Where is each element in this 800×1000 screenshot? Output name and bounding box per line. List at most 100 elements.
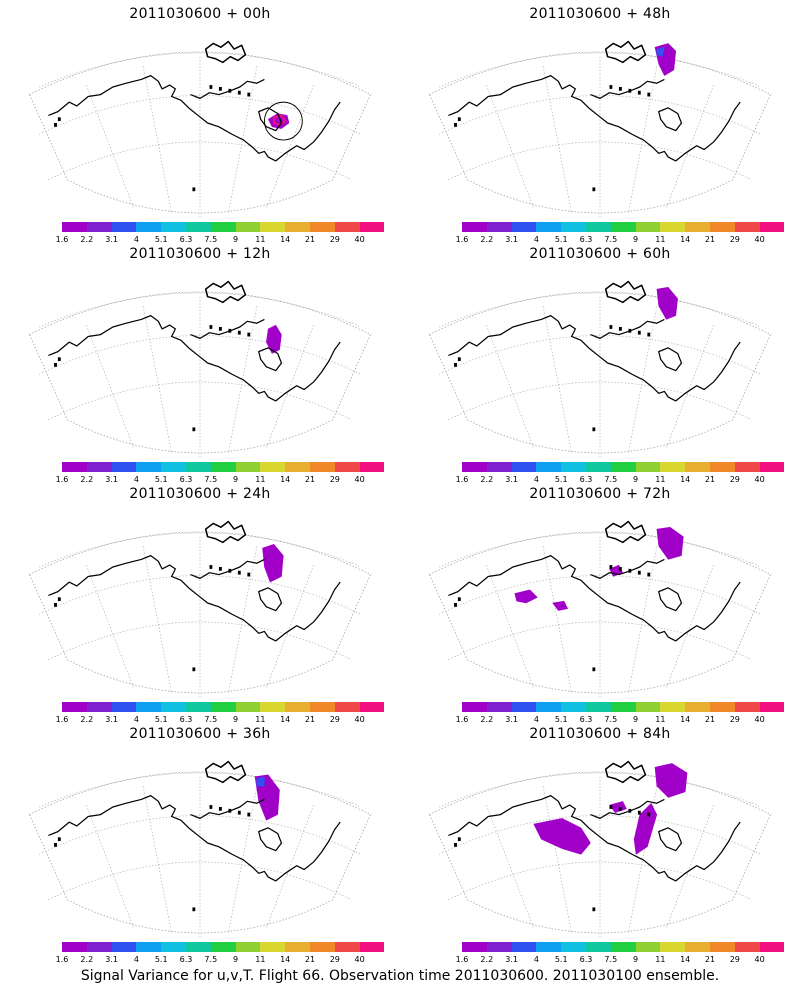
coastline xyxy=(190,558,265,579)
colorbar-label: 11 xyxy=(655,475,666,484)
graticule-line xyxy=(38,815,362,855)
colorbar-label: 11 xyxy=(655,715,666,724)
graticule-line xyxy=(666,564,714,689)
colorbar xyxy=(462,462,785,472)
colorbar-labels: 1.6 2.2 3.1 4 5.1 6.3 7.5 9 11 14 21 29 40 xyxy=(456,955,765,965)
coastline xyxy=(204,40,247,64)
graticule-line xyxy=(38,52,362,88)
small-island xyxy=(218,87,222,91)
graticule-line xyxy=(142,66,172,214)
colorbar-label: 2.2 xyxy=(80,715,94,724)
variance-contour xyxy=(656,526,684,560)
colorbar-swatch xyxy=(734,942,760,952)
map-boundary xyxy=(28,51,372,214)
colorbar-swatch xyxy=(136,462,162,472)
colorbar-label: 7.5 xyxy=(204,475,218,484)
graticule-line xyxy=(86,324,134,449)
colorbar-label: 29 xyxy=(329,955,340,964)
colorbar-swatch xyxy=(309,942,335,952)
colorbar-swatch xyxy=(734,462,760,472)
small-island xyxy=(192,907,196,912)
graticule-line xyxy=(448,861,752,901)
colorbar-label: 4 xyxy=(133,955,139,964)
panel-title: 2011030600 + 72h xyxy=(529,486,671,502)
colorbar-label: 6.3 xyxy=(579,955,593,964)
colorbar-label: 21 xyxy=(304,475,316,484)
colorbar-swatch xyxy=(285,702,310,712)
colorbar-swatch xyxy=(511,702,537,712)
colorbar-label: 21 xyxy=(704,475,716,484)
variance-contour xyxy=(656,286,678,320)
small-island xyxy=(57,117,61,122)
small-island xyxy=(54,843,57,847)
graticule-line xyxy=(266,324,314,449)
coastline xyxy=(258,107,283,132)
colorbar-swatch xyxy=(111,702,137,712)
small-island xyxy=(628,328,632,333)
colorbar-swatch xyxy=(260,222,286,232)
colorbar-label: 4 xyxy=(133,715,139,724)
map-panel: 2011030600 + 60h 1.6 2.2 3.1 4 5.1 6.3 7.5 9 11 14… xyxy=(400,240,800,484)
colorbar-label: 9 xyxy=(633,235,639,244)
map-boundary xyxy=(28,291,372,454)
graticule-line xyxy=(542,66,572,214)
colorbar-label: 14 xyxy=(280,475,291,484)
colorbar-label: 5.1 xyxy=(554,235,568,244)
colorbar-label: 21 xyxy=(704,715,716,724)
polar-map xyxy=(28,280,372,458)
variance-contour xyxy=(633,802,658,855)
coastline xyxy=(448,75,741,162)
colorbar-swatch xyxy=(62,942,87,952)
colorbar-label: 6.3 xyxy=(179,715,193,724)
small-island xyxy=(609,565,613,569)
colorbar-label: 5.1 xyxy=(154,715,168,724)
colorbar-swatch xyxy=(161,222,186,232)
colorbar-swatch xyxy=(185,702,211,712)
small-island xyxy=(54,603,57,607)
polar-map xyxy=(28,40,372,218)
coastline xyxy=(48,315,341,402)
colorbar-label: 1.6 xyxy=(455,475,469,484)
colorbar-label: 2.2 xyxy=(80,475,94,484)
colorbar-swatch xyxy=(210,942,236,952)
graticule-line xyxy=(666,84,714,209)
graticule-line xyxy=(142,786,172,934)
coastline xyxy=(658,827,683,852)
variance-contour xyxy=(609,801,627,813)
small-island xyxy=(218,567,222,571)
small-island xyxy=(454,843,457,847)
colorbar-label: 14 xyxy=(680,955,691,964)
small-island xyxy=(647,572,651,577)
coastline xyxy=(590,558,665,579)
colorbar-swatch xyxy=(235,702,261,712)
colorbar-swatch xyxy=(235,222,261,232)
colorbar-swatch xyxy=(462,942,487,952)
coastline xyxy=(48,795,341,882)
coastline xyxy=(658,587,683,612)
colorbar-swatch xyxy=(635,462,661,472)
colorbar-swatch xyxy=(585,462,611,472)
small-island xyxy=(637,570,641,575)
colorbar-label: 7.5 xyxy=(604,955,618,964)
small-island xyxy=(637,810,641,815)
colorbar-swatch xyxy=(685,222,710,232)
colorbar-label: 6.3 xyxy=(579,715,593,724)
graticule-line xyxy=(486,324,534,449)
small-island xyxy=(209,85,213,89)
colorbar-label: 3.1 xyxy=(105,955,118,964)
colorbar-label: 2.2 xyxy=(480,235,494,244)
graticule-line xyxy=(86,804,134,929)
colorbar-label: 3.1 xyxy=(105,715,118,724)
colorbar xyxy=(462,942,785,952)
colorbar-label: 2.2 xyxy=(480,715,494,724)
colorbar-swatch xyxy=(309,222,335,232)
colorbar-label: 21 xyxy=(304,955,316,964)
colorbar-swatch xyxy=(685,462,710,472)
small-island xyxy=(237,570,241,575)
colorbar-swatch xyxy=(685,942,710,952)
variance-contour xyxy=(256,776,265,787)
colorbar-swatch xyxy=(610,702,636,712)
small-island xyxy=(637,90,641,95)
colorbar-label: 21 xyxy=(704,235,716,244)
colorbar-swatch xyxy=(334,942,360,952)
